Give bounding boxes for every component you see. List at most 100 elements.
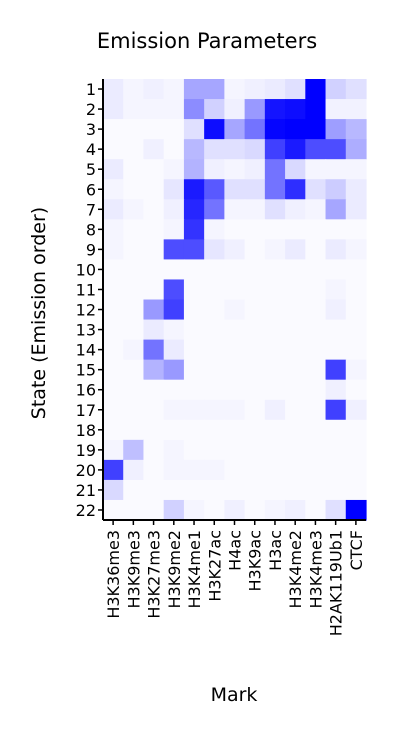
heatmap-cell-12-H3K4me3 <box>305 299 327 321</box>
heatmap-cell-11-CTCF <box>345 279 367 301</box>
heatmap-cell-14-H2AK119Ub1 <box>325 339 347 361</box>
x-tick-label-h3k27ac: H3K27ac <box>205 530 224 602</box>
heatmap-cell-8-H3K27ac <box>204 219 225 240</box>
heatmap-cell-8-H3K27me3 <box>143 219 165 240</box>
heatmap-cell-7-H4ac <box>224 199 246 220</box>
x-tick-label-h3ac: H3ac <box>266 530 285 571</box>
heatmap-cell-2-H3K9me3 <box>123 99 145 120</box>
heatmap-cell-9-H3K9me2 <box>163 239 185 261</box>
x-tick-label-h3k9me3: H3K9me3 <box>124 530 143 609</box>
heatmap-cell-5-H3K4me2 <box>285 159 306 180</box>
heatmap-cell-20-H3K27me3 <box>143 459 165 481</box>
heatmap-cell-13-H3K4me3 <box>305 319 327 341</box>
heatmap-cell-19-H4ac <box>224 439 246 461</box>
heatmap-cell-13-H4ac <box>224 319 246 341</box>
heatmap-cell-20-H3K4me2 <box>285 459 306 481</box>
heatmap-cell-6-H4ac <box>224 179 246 200</box>
heatmap-cell-19-H3ac <box>264 439 286 461</box>
heatmap-cell-8-H3K9ac <box>244 219 266 240</box>
heatmap-cell-6-H3K9me2 <box>163 179 185 200</box>
heatmap-cell-3-H3ac <box>264 119 286 140</box>
heatmap-cell-11-H3K9ac <box>244 279 266 301</box>
heatmap-cell-19-H3K9me2 <box>163 439 185 461</box>
heatmap-cell-20-H4ac <box>224 459 246 481</box>
heatmap-cell-11-H3K4me3 <box>305 279 327 301</box>
heatmap-cell-5-H3ac <box>264 159 286 180</box>
heatmap-cell-3-H3K9me2 <box>163 119 185 140</box>
heatmap-cell-21-H3K36me3 <box>103 479 124 501</box>
heatmap-cell-16-H3K36me3 <box>103 379 124 401</box>
heatmap-cell-17-H3K4me2 <box>285 399 306 421</box>
heatmap-cell-19-H3K4me1 <box>183 439 205 461</box>
heatmap-cell-21-H3K4me2 <box>285 479 306 501</box>
heatmap-cell-22-H4ac <box>224 499 246 521</box>
heatmap-cell-19-H2AK119Ub1 <box>325 439 347 461</box>
heatmap-cell-4-H3K4me3 <box>305 139 327 160</box>
x-tick-label-h3k36me3: H3K36me3 <box>104 530 123 619</box>
heatmap-cell-7-H3K27ac <box>204 199 225 220</box>
heatmap-cell-6-H3ac <box>264 179 286 200</box>
heatmap-cell-9-H3ac <box>264 239 286 261</box>
heatmap-cell-15-H4ac <box>224 359 246 381</box>
heatmap-cell-12-H3K9ac <box>244 299 266 321</box>
heatmap-cell-4-H3K4me1 <box>183 139 205 160</box>
heatmap-cell-14-H3K27ac <box>204 339 225 361</box>
heatmap-cell-10-H3K36me3 <box>103 259 124 281</box>
heatmap-cell-1-H3ac <box>264 79 286 100</box>
heatmap-cell-12-H3K9me3 <box>123 299 145 321</box>
heatmap-cell-9-H3K4me1 <box>183 239 205 261</box>
heatmap-cell-14-H3K9me2 <box>163 339 185 361</box>
y-tick-label-22: 22 <box>76 501 96 520</box>
heatmap-cell-17-H2AK119Ub1 <box>325 399 347 421</box>
heatmap-cell-18-H3K36me3 <box>103 419 124 441</box>
heatmap-cell-18-H3K4me2 <box>285 419 306 441</box>
y-tick-label-20: 20 <box>76 461 96 480</box>
heatmap-cell-8-H3K4me1 <box>183 219 205 240</box>
heatmap-cell-20-H3K4me3 <box>305 459 327 481</box>
heatmap-cell-15-H3K4me3 <box>305 359 327 381</box>
heatmap-cell-21-H3K4me3 <box>305 479 327 501</box>
heatmap-cell-9-H3K4me2 <box>285 239 306 261</box>
heatmap-cell-16-H2AK119Ub1 <box>325 379 347 401</box>
heatmap-cell-12-H4ac <box>224 299 246 321</box>
heatmap-cell-19-H3K36me3 <box>103 439 124 461</box>
heatmap-cell-11-H3K4me2 <box>285 279 306 301</box>
heatmap-cell-13-H3K9ac <box>244 319 266 341</box>
heatmap-cell-16-H3ac <box>264 379 286 401</box>
heatmap-cell-8-H3K4me3 <box>305 219 327 240</box>
heatmap-axes <box>98 79 366 525</box>
heatmap-cell-4-H2AK119Ub1 <box>325 139 347 160</box>
heatmap-cell-4-H3K27me3 <box>143 139 165 160</box>
heatmap-cell-12-H3K36me3 <box>103 299 124 321</box>
heatmap-cell-6-H3K36me3 <box>103 179 124 200</box>
heatmap-cell-6-CTCF <box>345 179 367 200</box>
heatmap-cell-16-H3K9ac <box>244 379 266 401</box>
y-tick-label-10: 10 <box>76 260 96 279</box>
heatmap-cell-11-H3K36me3 <box>103 279 124 301</box>
heatmap-cell-13-CTCF <box>345 319 367 341</box>
x-tick-label-h3k9ac: H3K9ac <box>246 530 265 591</box>
heatmap-cell-14-H3K4me1 <box>183 339 205 361</box>
heatmap-cell-22-H3ac <box>264 499 286 521</box>
heatmap-cell-5-H3K9me2 <box>163 159 185 180</box>
x-tick-label-h2ak119ub1: H2AK119Ub1 <box>327 530 346 636</box>
heatmap-cell-9-H3K36me3 <box>103 239 124 261</box>
heatmap-cell-7-H3K4me3 <box>305 199 327 220</box>
heatmap-cell-18-CTCF <box>345 419 367 441</box>
heatmap-cell-18-H3K9me3 <box>123 419 145 441</box>
heatmap-cell-14-H3K9ac <box>244 339 266 361</box>
heatmap-cell-20-H2AK119Ub1 <box>325 459 347 481</box>
heatmap-cell-13-H3ac <box>264 319 286 341</box>
heatmap-cell-13-H3K9me3 <box>123 319 145 341</box>
heatmap-cell-18-H3K4me3 <box>305 419 327 441</box>
heatmap-cell-16-H3K4me1 <box>183 379 205 401</box>
heatmap-cell-16-H3K27me3 <box>143 379 165 401</box>
heatmap-cell-5-H3K27ac <box>204 159 225 180</box>
heatmap-cell-19-CTCF <box>345 439 367 461</box>
heatmap-cell-13-H3K4me2 <box>285 319 306 341</box>
heatmap-cell-2-H3K4me2 <box>285 99 306 120</box>
heatmap-cell-1-H3K27ac <box>204 79 225 100</box>
heatmap-cell-17-H3ac <box>264 399 286 421</box>
y-tick-label-14: 14 <box>76 341 96 360</box>
heatmap-cell-2-H3K9ac <box>244 99 266 120</box>
